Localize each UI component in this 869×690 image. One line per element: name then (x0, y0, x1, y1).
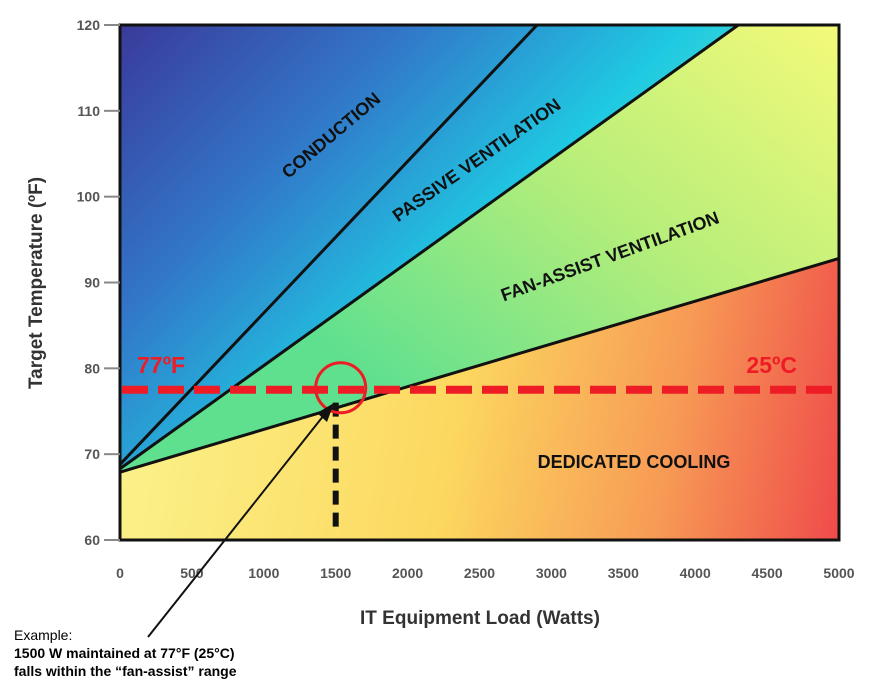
temp-label-fahrenheit: 77ºF (137, 352, 185, 378)
x-tick-label: 0 (116, 565, 124, 581)
region-label-dedicated-cooling: DEDICATED COOLING (538, 452, 731, 472)
boundary-line (118, 23, 539, 466)
y-tick-label: 100 (77, 189, 101, 205)
y-axis-ticks: 60 70 80 90 100 110 120 (77, 17, 120, 548)
x-tick-label: 4500 (752, 565, 783, 581)
arrow-head (317, 403, 334, 422)
x-tick-label: 2000 (392, 565, 423, 581)
x-tick-label: 4000 (680, 565, 711, 581)
x-tick-label: 1500 (320, 565, 351, 581)
y-tick-label: 90 (84, 275, 100, 291)
x-tick-label: 3500 (608, 565, 639, 581)
boundary-line (119, 23, 740, 470)
annotation-arrow (147, 409, 329, 638)
dedicated-cooling-zone (120, 258, 839, 540)
fan-assist-zone (120, 25, 839, 473)
y-tick-label: 120 (77, 17, 101, 33)
x-axis-title: IT Equipment Load (Watts) (360, 608, 600, 629)
annotation-line-2: 1500 W maintained at 77°F (25°C) (14, 645, 235, 661)
annotation-line-3: falls within the “fan-assist” range (14, 663, 237, 679)
x-tick-label: 500 (180, 565, 204, 581)
y-tick-label: 70 (84, 446, 100, 462)
y-tick-label: 60 (84, 532, 100, 548)
marker-circle (314, 361, 368, 415)
x-tick-label: 1000 (248, 565, 279, 581)
y-tick-label: 110 (77, 103, 100, 119)
example-annotation: Example: 1500 W maintained at 77°F (25°C… (14, 626, 237, 680)
x-tick-label: 3000 (536, 565, 567, 581)
y-axis-title: Target Temperature (ºF) (26, 177, 47, 389)
boundary-lines (118, 23, 840, 474)
x-tick-label: 5000 (823, 565, 854, 581)
x-axis-ticks: 0 500 1000 1500 2000 2500 3000 3500 4000 4500 5000 (116, 565, 855, 581)
boundary-line (119, 257, 840, 474)
x-tick-label: 2500 (464, 565, 495, 581)
plot-area (120, 25, 839, 540)
y-tick-label: 80 (84, 360, 100, 376)
temp-label-celsius: 25ºC (746, 352, 797, 378)
annotation-line-1: Example: (14, 627, 73, 643)
